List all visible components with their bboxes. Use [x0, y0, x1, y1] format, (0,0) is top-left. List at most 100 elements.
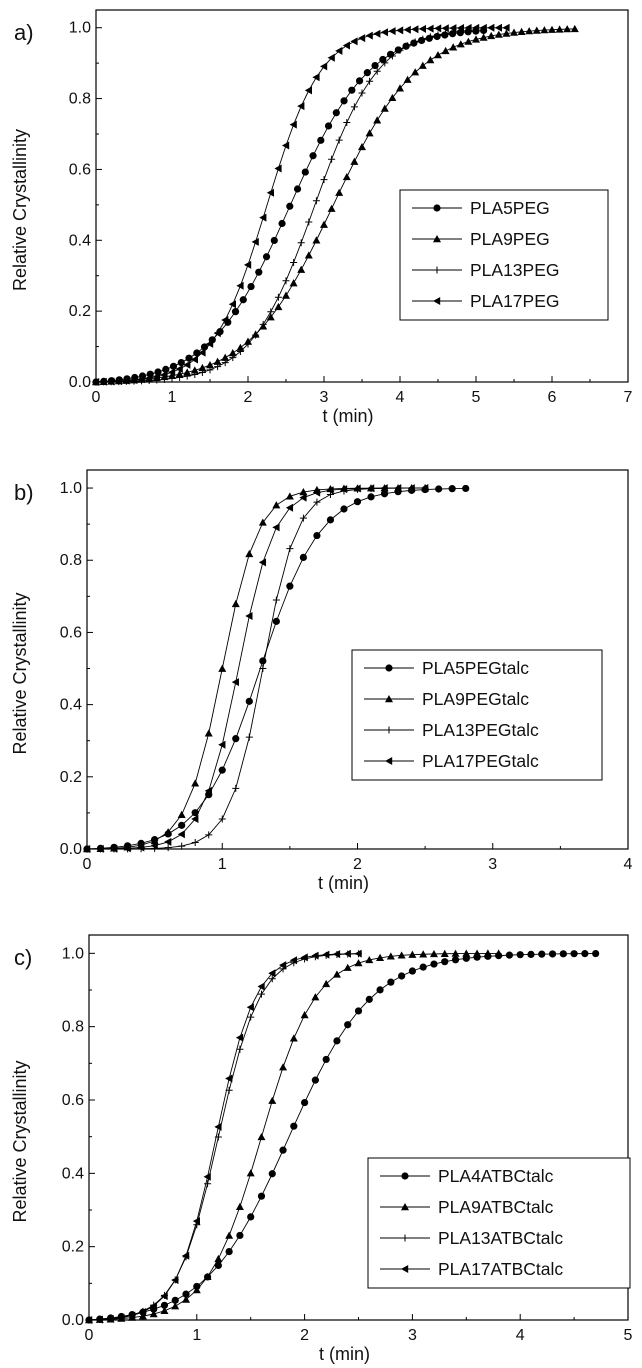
data-point — [487, 31, 496, 40]
data-point — [191, 779, 200, 787]
data-point — [191, 809, 199, 817]
data-point — [358, 89, 366, 97]
data-point — [434, 24, 442, 33]
data-point — [563, 25, 572, 33]
legend: PLA5PEGtalc PLA9PEGtalc PLA13PEGtalc PLA17P… — [351, 649, 603, 781]
data-point — [268, 969, 276, 978]
data-point — [332, 109, 340, 117]
legend-marker — [385, 757, 393, 765]
data-point — [396, 84, 404, 92]
data-point — [367, 493, 375, 501]
data-point — [429, 949, 438, 958]
data-point — [259, 657, 267, 665]
y-tick-label: 0.0 — [62, 1312, 84, 1329]
legend-box — [399, 189, 609, 321]
data-point — [137, 375, 145, 384]
x-tick-label: 5 — [472, 389, 481, 406]
data-point — [380, 484, 388, 493]
data-point — [206, 366, 214, 374]
data-point — [160, 1301, 169, 1309]
data-point — [246, 1169, 255, 1177]
data-point — [255, 268, 263, 276]
data-point — [426, 33, 434, 41]
data-point — [473, 949, 482, 957]
data-point — [386, 50, 395, 58]
data-point — [257, 982, 265, 991]
y-tick-label: 1.0 — [69, 20, 91, 37]
data-point — [348, 86, 356, 94]
data-point — [152, 372, 160, 381]
data-point — [177, 810, 186, 818]
data-point — [324, 122, 333, 130]
panel-label: a) — [14, 20, 34, 45]
data-point — [380, 104, 389, 112]
y-tick-label: 0.8 — [60, 552, 82, 569]
legend-marker — [401, 1172, 409, 1180]
data-point — [510, 28, 518, 36]
data-point — [85, 1316, 93, 1324]
panel-label: c) — [14, 945, 32, 970]
data-point — [328, 155, 336, 163]
data-point — [272, 617, 280, 625]
data-point — [83, 845, 91, 853]
data-point — [245, 611, 253, 620]
data-point — [206, 339, 214, 348]
data-point — [487, 23, 495, 32]
data-point — [245, 549, 254, 558]
data-point — [548, 950, 557, 958]
data-point — [218, 766, 226, 774]
data-point — [214, 363, 222, 371]
data-point — [258, 558, 267, 567]
data-point — [145, 374, 153, 383]
y-tick-label: 0.4 — [62, 1165, 84, 1182]
data-point — [301, 168, 309, 176]
y-tick-label: 0.6 — [62, 1092, 84, 1109]
legend-label: PLA13PEG — [470, 260, 560, 280]
data-point — [353, 498, 362, 506]
y-tick-label: 1.0 — [60, 480, 82, 497]
data-point — [592, 949, 600, 958]
data-point — [322, 979, 331, 988]
data-point — [304, 86, 312, 95]
data-point — [183, 372, 191, 380]
data-point — [462, 484, 470, 493]
data-point — [532, 26, 541, 34]
data-point — [300, 953, 308, 962]
data-point — [191, 815, 199, 824]
data-point — [282, 141, 290, 150]
data-point — [397, 951, 406, 959]
data-point — [449, 43, 458, 51]
data-point — [396, 26, 404, 35]
legend-marker — [433, 297, 441, 305]
data-point — [117, 1313, 125, 1322]
data-point — [198, 348, 206, 357]
data-point — [407, 484, 415, 493]
data-point — [350, 37, 358, 46]
data-point — [192, 1286, 201, 1294]
legend-marker — [433, 204, 441, 212]
series-PLA17PEGtalc — [83, 484, 429, 853]
data-point — [527, 950, 535, 958]
data-point — [160, 1292, 168, 1301]
data-point — [247, 1213, 255, 1221]
data-point — [434, 51, 442, 59]
data-point — [430, 960, 438, 968]
data-point — [355, 77, 364, 85]
data-point — [213, 357, 222, 365]
data-point — [309, 152, 317, 160]
data-point — [229, 354, 237, 362]
data-point — [411, 38, 419, 46]
y-tick-label: 0.0 — [60, 841, 82, 858]
y-tick-label: 0.8 — [69, 91, 91, 108]
y-tick-label: 0.0 — [69, 374, 91, 391]
series-PLA17PEG — [92, 23, 510, 386]
data-point — [411, 68, 420, 76]
data-point — [312, 73, 320, 82]
data-point — [272, 523, 280, 532]
data-point — [502, 29, 511, 37]
data-point — [297, 239, 305, 247]
panel-label: b) — [14, 480, 34, 505]
legend-marker — [433, 235, 441, 243]
y-axis-title: Relative Crystallinity — [10, 592, 30, 754]
